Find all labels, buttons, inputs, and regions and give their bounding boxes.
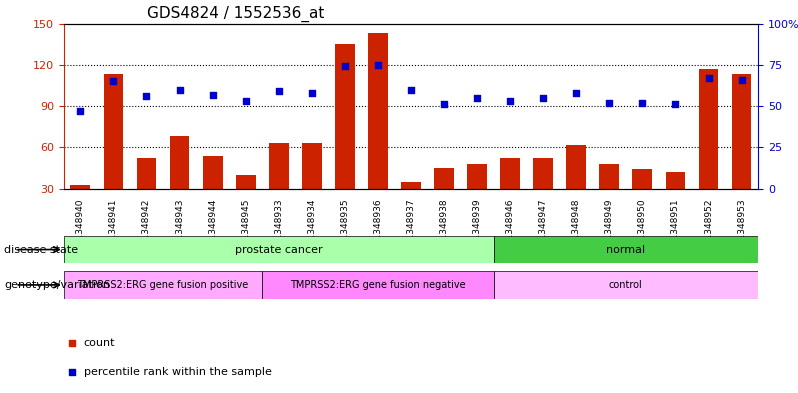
- Bar: [666, 172, 685, 189]
- Point: [206, 92, 219, 98]
- Bar: [170, 136, 189, 189]
- Text: TMPRSS2:ERG gene fusion negative: TMPRSS2:ERG gene fusion negative: [290, 280, 466, 290]
- Bar: [567, 145, 587, 189]
- Bar: [533, 158, 553, 189]
- Text: percentile rank within the sample: percentile rank within the sample: [84, 367, 271, 377]
- Bar: [368, 33, 388, 189]
- Bar: [633, 169, 652, 189]
- FancyBboxPatch shape: [494, 271, 758, 299]
- Text: disease state: disease state: [4, 244, 78, 255]
- FancyBboxPatch shape: [494, 236, 758, 263]
- Point: [437, 101, 450, 108]
- Text: control: control: [609, 280, 642, 290]
- Bar: [136, 158, 156, 189]
- Text: prostate cancer: prostate cancer: [235, 244, 322, 255]
- Point: [405, 86, 417, 93]
- Bar: [302, 143, 322, 189]
- Point: [173, 86, 186, 93]
- Point: [239, 98, 252, 104]
- Text: TMPRSS2:ERG gene fusion positive: TMPRSS2:ERG gene fusion positive: [77, 280, 249, 290]
- Bar: [235, 175, 255, 189]
- Point: [702, 75, 715, 81]
- Point: [306, 90, 318, 96]
- FancyBboxPatch shape: [263, 271, 494, 299]
- Bar: [599, 164, 619, 189]
- Bar: [698, 69, 718, 189]
- Point: [603, 100, 616, 106]
- Bar: [500, 158, 520, 189]
- FancyBboxPatch shape: [64, 271, 263, 299]
- Point: [107, 78, 120, 84]
- Point: [272, 88, 285, 94]
- Point: [140, 93, 153, 99]
- Point: [330, 162, 342, 168]
- Text: GDS4824 / 1552536_at: GDS4824 / 1552536_at: [147, 6, 325, 22]
- Point: [504, 98, 516, 104]
- Bar: [203, 156, 223, 189]
- Point: [735, 77, 748, 83]
- Point: [570, 90, 583, 96]
- Point: [372, 62, 385, 68]
- Bar: [269, 143, 289, 189]
- Point: [636, 100, 649, 106]
- Bar: [70, 184, 90, 189]
- Bar: [104, 74, 124, 189]
- Bar: [434, 168, 454, 189]
- Bar: [732, 74, 752, 189]
- Bar: [335, 44, 355, 189]
- Text: count: count: [84, 338, 115, 349]
- Bar: [467, 164, 487, 189]
- FancyBboxPatch shape: [64, 236, 494, 263]
- Point: [537, 95, 550, 101]
- Text: normal: normal: [606, 244, 646, 255]
- Text: genotype/variation: genotype/variation: [4, 280, 110, 290]
- Bar: [401, 182, 421, 189]
- Point: [669, 101, 681, 108]
- Point: [338, 63, 351, 70]
- Point: [471, 95, 484, 101]
- Point: [74, 108, 87, 114]
